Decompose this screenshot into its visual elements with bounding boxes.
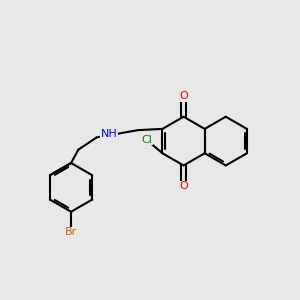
Text: NH: NH <box>100 129 117 139</box>
Text: Br: Br <box>65 227 77 238</box>
Text: O: O <box>179 91 188 101</box>
Text: Cl: Cl <box>141 135 152 145</box>
Text: O: O <box>179 181 188 191</box>
